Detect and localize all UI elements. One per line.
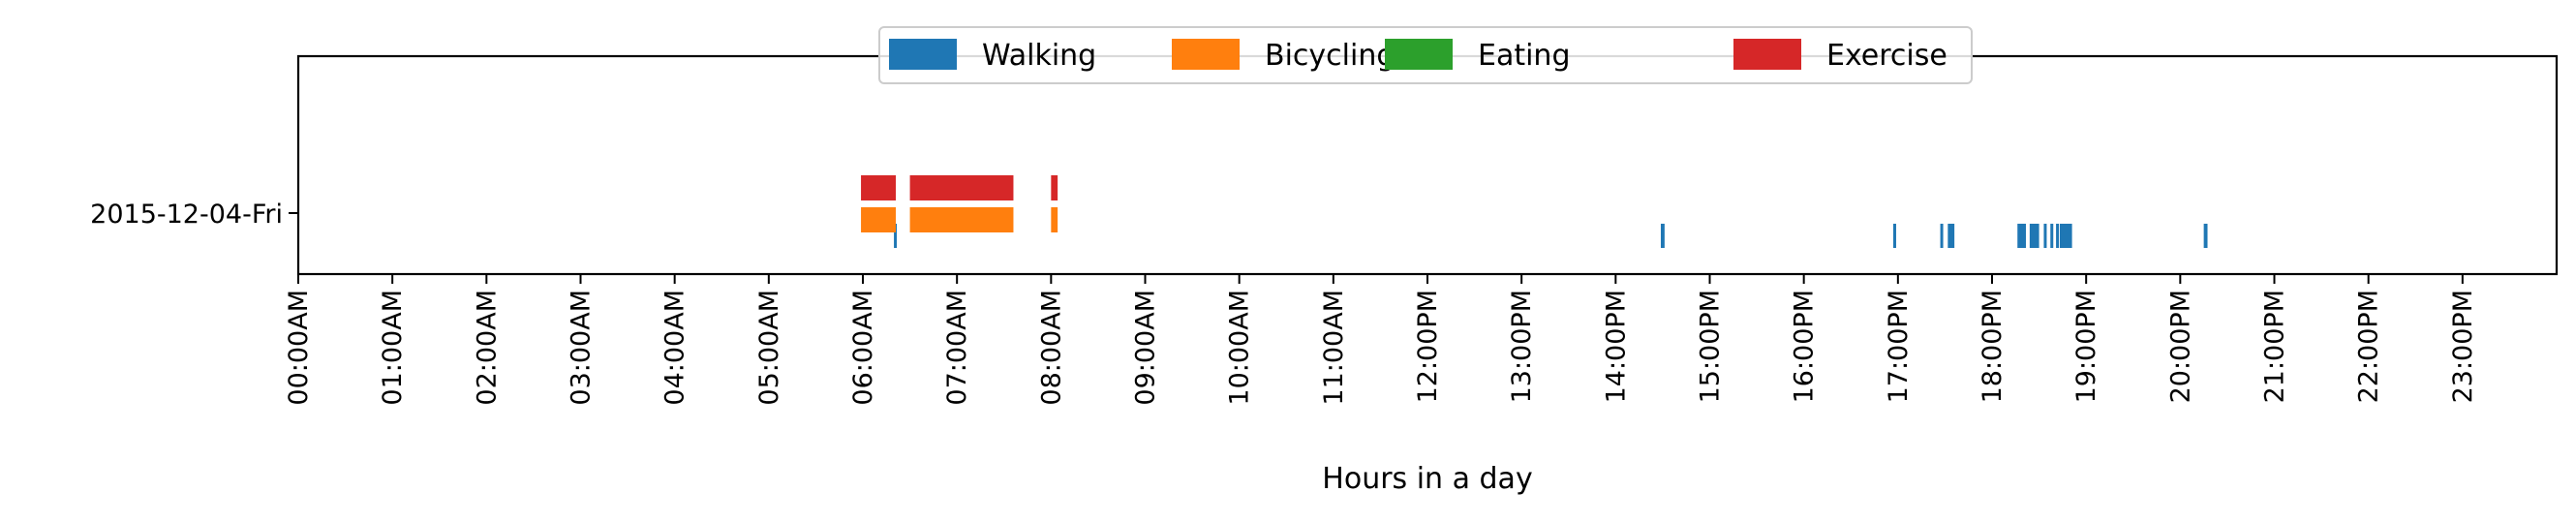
walking-bar (1660, 224, 1665, 248)
x-tick-label: 05:00AM (754, 290, 784, 406)
walking-legend-label: Walking (982, 39, 1096, 73)
x-tick-label: 03:00AM (567, 290, 597, 406)
x-axis-label: Hours in a day (1322, 462, 1532, 496)
y-axis: 2015-12-04-Fri (90, 200, 298, 230)
walking-bar (2050, 224, 2054, 248)
x-tick-label: 19:00PM (2071, 290, 2101, 403)
walking-bar (1892, 224, 1896, 248)
walking-bar (894, 224, 898, 248)
walking-bar (2029, 224, 2039, 248)
x-tick-label: 09:00AM (1131, 290, 1161, 406)
walking-bar (2203, 224, 2208, 248)
x-tick-label: 04:00AM (660, 290, 690, 406)
bicycling-legend-label: Bicycling (1265, 39, 1395, 73)
walking-bar (1940, 224, 1944, 248)
walking-legend-swatch (889, 39, 957, 70)
exercise-bar (909, 175, 1014, 200)
x-tick-label: 22:00PM (2354, 290, 2384, 403)
eating-legend-label: Eating (1478, 39, 1571, 73)
walking-bar (2059, 224, 2072, 248)
bicycling-bar (1051, 207, 1058, 232)
x-tick-label: 12:00PM (1413, 290, 1443, 403)
legend: Walking Bicycling Eating Exercise (878, 26, 1973, 84)
exercise-legend-label: Exercise (1826, 39, 1947, 73)
x-tick-label: 10:00AM (1225, 290, 1255, 406)
bicycling-legend-swatch (1172, 39, 1240, 70)
x-tick-label: 18:00PM (1978, 290, 2008, 403)
exercise-legend-swatch (1733, 39, 1801, 70)
x-tick-label: 02:00AM (472, 290, 502, 406)
x-tick-label: 23:00PM (2448, 290, 2478, 403)
exercise-bar (1051, 175, 1058, 200)
x-tick-label: 14:00PM (1601, 290, 1631, 403)
bicycling-bar (909, 207, 1014, 232)
y-tick-label: 2015-12-04-Fri (90, 200, 283, 230)
exercise-bar (861, 175, 897, 200)
walking-bar (2056, 224, 2060, 248)
walking-bar (1947, 224, 1955, 248)
x-tick-label: 15:00PM (1696, 290, 1726, 403)
x-tick-label: 07:00AM (942, 290, 972, 406)
activity-bars (861, 175, 2208, 248)
bicycling-bar (861, 207, 897, 232)
x-tick-label: 01:00AM (378, 290, 408, 406)
x-tick-label: 00:00AM (284, 290, 314, 406)
walking-bar (2043, 224, 2047, 248)
eating-legend-swatch (1385, 39, 1453, 70)
x-tick-label: 08:00AM (1036, 290, 1066, 406)
x-tick-label: 13:00PM (1507, 290, 1537, 403)
x-tick-label: 20:00PM (2165, 290, 2195, 403)
x-tick-label: 16:00PM (1790, 290, 1820, 403)
x-axis: 00:00AM 01:00AM 02:00AM 03:00AM 04:00AM 05:00… (284, 274, 2478, 406)
walking-bar (2017, 224, 2026, 248)
x-tick-label: 21:00PM (2260, 290, 2290, 403)
x-tick-label: 11:00AM (1319, 290, 1349, 406)
x-tick-label: 17:00PM (1884, 290, 1914, 403)
x-tick-label: 06:00AM (848, 290, 878, 406)
plot-area-frame (296, 54, 2559, 276)
